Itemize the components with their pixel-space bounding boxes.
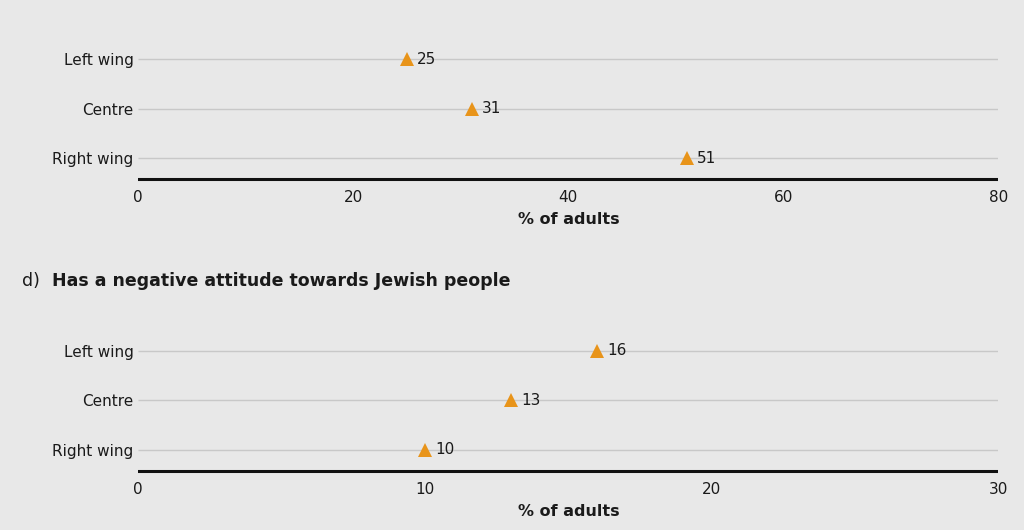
Text: 25: 25	[418, 51, 436, 67]
Text: 16: 16	[607, 343, 627, 358]
X-axis label: % of adults: % of adults	[517, 212, 620, 227]
Text: Has a negative attitude towards Jewish people: Has a negative attitude towards Jewish p…	[52, 272, 511, 290]
Text: d): d)	[23, 272, 40, 290]
Text: 13: 13	[521, 393, 541, 408]
Text: 31: 31	[482, 101, 502, 116]
Text: 10: 10	[435, 442, 455, 457]
X-axis label: % of adults: % of adults	[517, 504, 620, 519]
Text: 51: 51	[697, 151, 716, 165]
